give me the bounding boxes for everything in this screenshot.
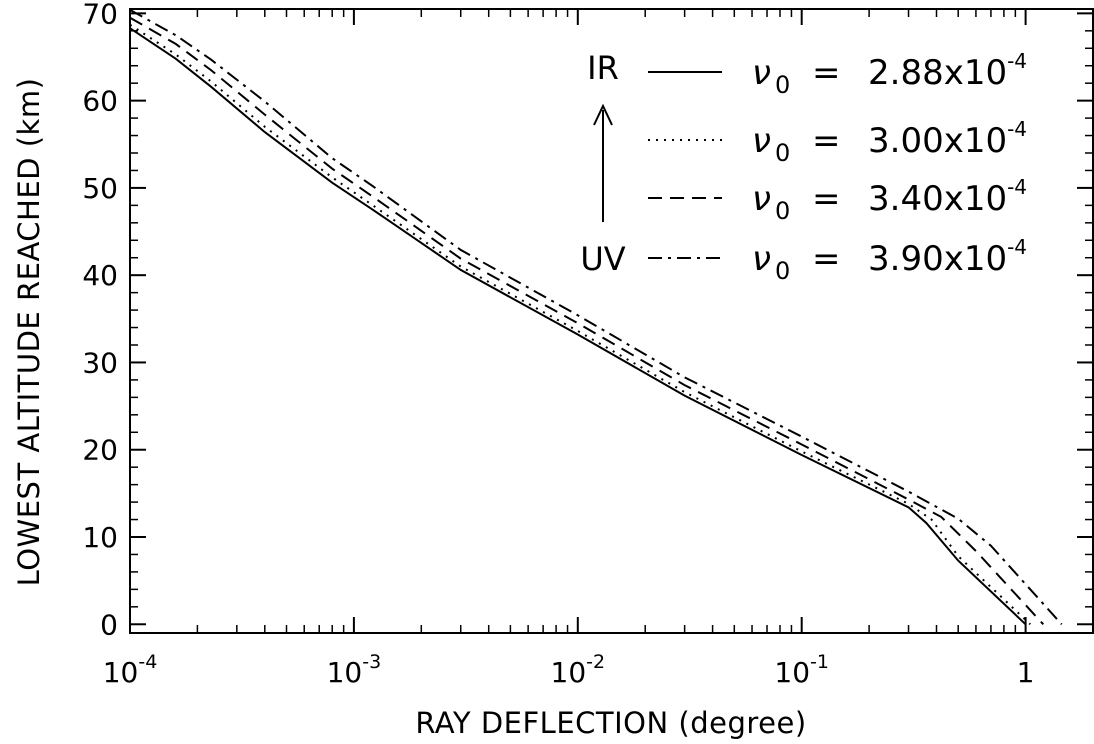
legend-equals: = bbox=[812, 53, 841, 93]
x-tick-label: 10-1 bbox=[774, 651, 829, 689]
legend-value: 2.88x10-4 bbox=[868, 49, 1027, 93]
ir-label: IR bbox=[587, 49, 619, 87]
y-tick-label: 0 bbox=[100, 608, 118, 641]
y-axis-label: LOWEST ALTITUDE REACHED (km) bbox=[12, 78, 46, 587]
y-tick-label: 60 bbox=[82, 85, 118, 118]
y-axis: 0 10 20 30 40 50 60 70 bbox=[82, 0, 1093, 641]
y-tick-label: 30 bbox=[82, 346, 118, 379]
legend-subscript: 0 bbox=[775, 139, 790, 167]
y-tick-label: 20 bbox=[82, 434, 118, 467]
x-tick-label: 10-3 bbox=[327, 651, 382, 689]
x-tick-label: 10-4 bbox=[103, 651, 158, 689]
y-tick-label: 50 bbox=[82, 172, 118, 205]
legend-item: ν 0 = 3.00x10-4 bbox=[648, 117, 1027, 167]
legend-value: 3.40x10-4 bbox=[868, 175, 1027, 219]
legend-value: 3.00x10-4 bbox=[868, 117, 1027, 161]
legend-nu: ν bbox=[752, 53, 771, 93]
legend-subscript: 0 bbox=[775, 197, 790, 225]
legend-item: ν 0 = 3.90x10-4 bbox=[648, 235, 1027, 285]
x-axis-label: RAY DEFLECTION (degree) bbox=[415, 706, 806, 740]
legend-equals: = bbox=[812, 239, 841, 279]
series-lines bbox=[129, 9, 1063, 626]
legend-value: 3.90x10-4 bbox=[868, 235, 1027, 279]
legend: IR UV ν 0 = 2.88x10-4ν 0 = 3.00x10-4ν 0 = 3.40x10… bbox=[580, 49, 1027, 285]
series-line-dashdot bbox=[129, 9, 1063, 625]
legend-subscript: 0 bbox=[775, 257, 790, 285]
legend-equals: = bbox=[812, 121, 841, 161]
y-tick-label: 10 bbox=[82, 521, 118, 554]
legend-nu: ν bbox=[752, 179, 771, 219]
legend-nu: ν bbox=[752, 239, 771, 279]
legend-item: ν 0 = 3.40x10-4 bbox=[648, 175, 1027, 225]
x-tick-label: 1 bbox=[1017, 656, 1035, 689]
series-line-dashed bbox=[129, 16, 1045, 625]
legend-item: ν 0 = 2.88x10-4 bbox=[648, 49, 1027, 99]
y-tick-label: 40 bbox=[82, 259, 118, 292]
y-tick-label: 70 bbox=[82, 0, 118, 30]
legend-subscript: 0 bbox=[775, 71, 790, 99]
x-axis: 10-4 10-3 10-2 10-1 1 bbox=[103, 9, 1094, 689]
series-line-solid bbox=[129, 27, 1027, 626]
plot-frame bbox=[129, 8, 1094, 634]
arrow-up-icon bbox=[593, 103, 613, 126]
uv-label: UV bbox=[580, 240, 625, 278]
legend-nu: ν bbox=[752, 121, 771, 161]
x-tick-label: 10-2 bbox=[551, 651, 606, 689]
legend-equals: = bbox=[812, 179, 841, 219]
